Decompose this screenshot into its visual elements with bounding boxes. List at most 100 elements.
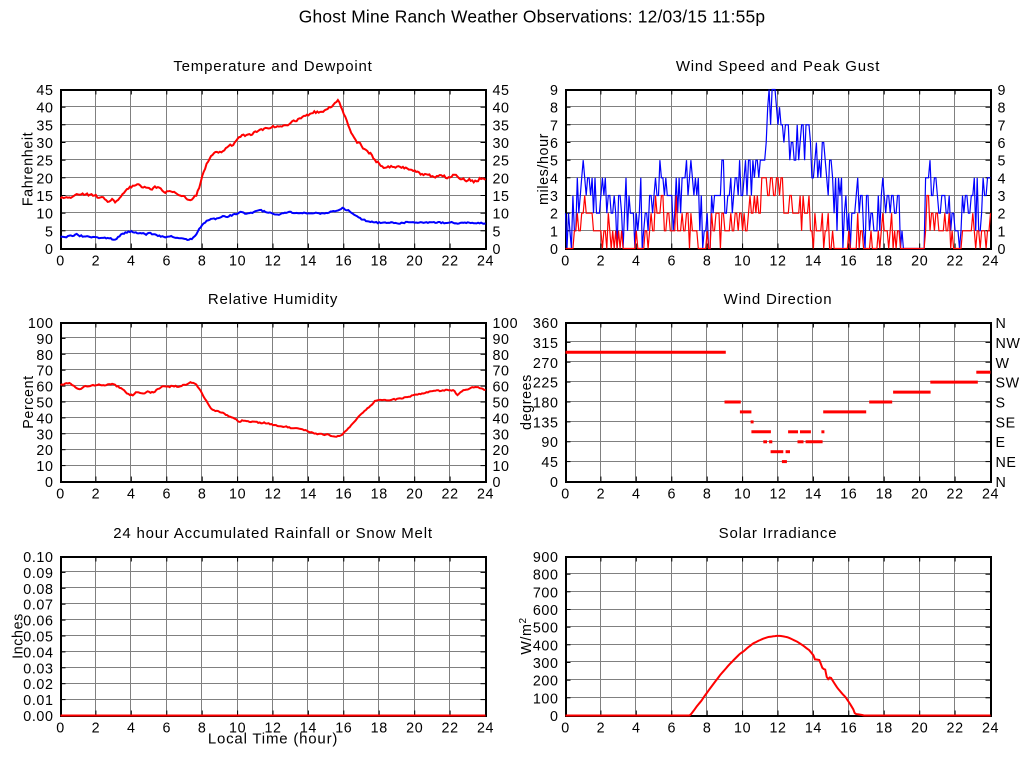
svg-text:12: 12 (264, 254, 281, 270)
svg-text:18: 18 (876, 721, 893, 737)
svg-text:SW: SW (996, 376, 1020, 392)
svg-text:0: 0 (56, 487, 65, 503)
svg-text:45: 45 (36, 83, 53, 99)
svg-text:0: 0 (550, 709, 559, 725)
svg-text:200: 200 (533, 674, 559, 690)
svg-text:2: 2 (998, 207, 1007, 223)
svg-text:14: 14 (300, 721, 317, 737)
svg-text:22: 22 (947, 721, 964, 737)
svg-text:22: 22 (442, 487, 459, 503)
svg-text:2: 2 (550, 207, 559, 223)
svg-text:24 hour Accumulated Rainfall o: 24 hour Accumulated Rainfall or Snow Mel… (113, 525, 433, 542)
svg-text:W/m2: W/m2 (518, 617, 536, 654)
svg-text:Local Time (hour): Local Time (hour) (208, 731, 338, 748)
svg-text:miles/hour: miles/hour (536, 133, 552, 205)
svg-text:20: 20 (911, 721, 928, 737)
svg-text:Solar Irradiance: Solar Irradiance (719, 525, 838, 542)
svg-text:0: 0 (45, 475, 54, 491)
svg-text:20: 20 (493, 171, 510, 187)
svg-text:0.03: 0.03 (23, 661, 53, 677)
svg-text:45: 45 (493, 83, 510, 99)
svg-text:20: 20 (493, 443, 510, 459)
svg-text:0.09: 0.09 (23, 566, 53, 582)
svg-text:5: 5 (45, 224, 54, 240)
svg-text:700: 700 (533, 585, 559, 601)
svg-text:2: 2 (597, 721, 606, 737)
svg-text:E: E (996, 435, 1006, 451)
svg-text:0.06: 0.06 (23, 614, 53, 630)
svg-text:2: 2 (597, 487, 606, 503)
svg-text:16: 16 (335, 487, 352, 503)
svg-text:90: 90 (541, 435, 558, 451)
svg-text:20: 20 (36, 171, 53, 187)
svg-text:90: 90 (493, 332, 510, 348)
svg-text:5: 5 (550, 154, 559, 170)
svg-text:22: 22 (442, 254, 459, 270)
svg-text:40: 40 (36, 411, 53, 427)
svg-text:24: 24 (477, 254, 494, 270)
svg-text:0: 0 (561, 487, 570, 503)
svg-text:12: 12 (264, 721, 281, 737)
svg-text:22: 22 (947, 254, 964, 270)
svg-text:4: 4 (127, 487, 136, 503)
svg-text:24: 24 (982, 487, 999, 503)
svg-text:22: 22 (442, 721, 459, 737)
svg-text:70: 70 (36, 364, 53, 380)
svg-text:6: 6 (668, 721, 677, 737)
svg-text:500: 500 (533, 621, 559, 637)
svg-text:45: 45 (541, 455, 558, 471)
svg-text:5: 5 (493, 224, 502, 240)
svg-text:S: S (996, 396, 1006, 412)
svg-text:1: 1 (998, 224, 1007, 240)
svg-text:0: 0 (56, 254, 65, 270)
svg-text:24: 24 (477, 487, 494, 503)
svg-text:0: 0 (998, 242, 1007, 258)
svg-text:0: 0 (561, 254, 570, 270)
svg-text:0: 0 (550, 242, 559, 258)
svg-text:1: 1 (550, 224, 559, 240)
svg-text:50: 50 (493, 396, 510, 412)
svg-text:14: 14 (300, 254, 317, 270)
svg-text:6: 6 (163, 254, 172, 270)
svg-text:NW: NW (996, 336, 1021, 352)
svg-text:30: 30 (493, 136, 510, 152)
svg-text:14: 14 (805, 487, 822, 503)
svg-text:80: 80 (36, 348, 53, 364)
svg-text:40: 40 (493, 101, 510, 117)
svg-text:Wind Speed and Peak Gust: Wind Speed and Peak Gust (676, 58, 880, 75)
svg-text:8: 8 (198, 487, 207, 503)
svg-text:40: 40 (493, 411, 510, 427)
svg-text:18: 18 (371, 254, 388, 270)
svg-text:Ghost Mine Ranch Weather Obser: Ghost Mine Ranch Weather Observations: 1… (299, 6, 765, 26)
svg-text:360: 360 (533, 316, 559, 332)
svg-text:18: 18 (371, 487, 388, 503)
svg-text:10: 10 (36, 207, 53, 223)
svg-text:100: 100 (493, 316, 519, 332)
svg-text:14: 14 (805, 721, 822, 737)
svg-text:N: N (996, 316, 1007, 332)
svg-text:10: 10 (734, 721, 751, 737)
svg-text:18: 18 (371, 721, 388, 737)
svg-text:900: 900 (533, 550, 559, 566)
svg-text:6: 6 (163, 721, 172, 737)
svg-text:15: 15 (36, 189, 53, 205)
svg-text:8: 8 (703, 254, 712, 270)
svg-text:35: 35 (36, 118, 53, 134)
svg-text:20: 20 (406, 487, 423, 503)
svg-text:4: 4 (550, 171, 559, 187)
svg-text:0.04: 0.04 (23, 645, 53, 661)
svg-text:9: 9 (998, 83, 1007, 99)
svg-text:225: 225 (533, 376, 559, 392)
svg-text:6: 6 (550, 136, 559, 152)
svg-text:10: 10 (734, 487, 751, 503)
svg-text:0.08: 0.08 (23, 582, 53, 598)
svg-text:12: 12 (769, 254, 786, 270)
svg-text:270: 270 (533, 356, 559, 372)
svg-text:0: 0 (493, 475, 502, 491)
svg-text:24: 24 (477, 721, 494, 737)
svg-text:6: 6 (998, 136, 1007, 152)
svg-text:60: 60 (493, 380, 510, 396)
svg-text:12: 12 (769, 487, 786, 503)
svg-text:degrees: degrees (519, 374, 535, 430)
svg-text:16: 16 (335, 254, 352, 270)
